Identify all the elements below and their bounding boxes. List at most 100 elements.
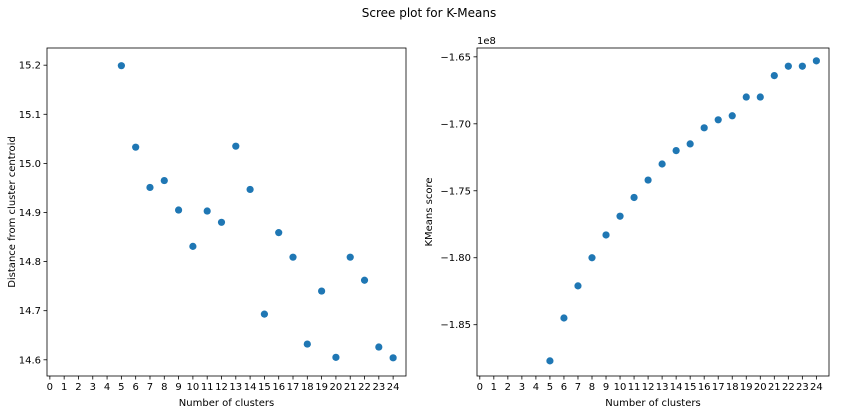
right-y-tick-label: −1.85 xyxy=(440,320,471,331)
right-x-tick-label: 20 xyxy=(754,382,767,393)
left-x-tick-label: 24 xyxy=(387,382,400,393)
left-x-tick-label: 0 xyxy=(47,382,53,393)
right-data-point xyxy=(756,93,764,101)
right-x-tick-label: 23 xyxy=(796,382,809,393)
right-x-axis-title: Number of clusters xyxy=(605,398,700,409)
right-x-tick-label: 17 xyxy=(712,382,725,393)
left-data-point xyxy=(217,218,226,226)
left-y-tick-label: 15.1 xyxy=(19,110,41,121)
left-data-point xyxy=(260,310,269,318)
right-data-point xyxy=(630,193,638,202)
right-y-axis-title: KMeans score xyxy=(424,177,435,246)
left-x-tick-label: 19 xyxy=(315,382,328,393)
left-data-point xyxy=(232,142,240,150)
left-x-tick-label: 12 xyxy=(215,382,228,393)
left-x-tick-label: 10 xyxy=(187,382,200,393)
right-x-tick-label: 21 xyxy=(768,382,781,393)
right-x-tick-label: 19 xyxy=(740,382,753,393)
left-data-point xyxy=(203,207,211,215)
left-y-tick-label: 14.6 xyxy=(19,355,41,366)
left-x-tick-label: 13 xyxy=(229,382,242,393)
right-x-tick-label: 3 xyxy=(519,382,525,393)
left-x-tick-label: 7 xyxy=(147,382,153,393)
left-data-point xyxy=(332,353,340,361)
left-data-point xyxy=(360,276,369,284)
right-x-tick-label: 1 xyxy=(491,382,497,393)
left-x-tick-label: 15 xyxy=(258,382,271,393)
right-y-tick-label: −1.75 xyxy=(440,186,471,197)
right-data-point xyxy=(728,112,736,120)
left-data-point xyxy=(160,176,168,185)
right-data-point xyxy=(602,231,610,239)
left-x-tick-label: 5 xyxy=(118,382,124,393)
left-data-point xyxy=(375,343,383,351)
left-x-tick-label: 1 xyxy=(61,382,67,393)
left-x-tick-label: 20 xyxy=(330,382,343,393)
left-data-point xyxy=(346,253,354,261)
left-x-tick-label: 14 xyxy=(244,382,257,393)
left-x-tick-label: 4 xyxy=(104,382,110,393)
right-x-tick-label: 12 xyxy=(642,382,655,393)
left-axes-frame xyxy=(46,47,407,377)
left-data-point xyxy=(146,183,154,192)
right-x-tick-label: 7 xyxy=(575,382,581,393)
right-data-point xyxy=(742,93,750,101)
right-data-point xyxy=(588,254,596,262)
right-y-tick-label: −1.70 xyxy=(440,119,471,130)
left-x-tick-label: 6 xyxy=(132,382,138,393)
right-x-tick-label: 9 xyxy=(603,382,609,393)
left-scatter-plot: 0 1 2 3 4 5 6 7 8 9 10 11 12 13 14 15 16 17 18 19 20 21 22 23 24… xyxy=(7,47,407,409)
right-y-tick-label: −1.65 xyxy=(440,52,471,63)
right-axes-frame xyxy=(476,47,830,377)
left-data-point xyxy=(289,253,297,261)
right-data-point xyxy=(686,140,694,148)
right-x-tick-label: 16 xyxy=(698,382,711,393)
left-x-axis-title: Number of clusters xyxy=(179,398,274,409)
right-data-point xyxy=(672,146,680,155)
left-x-tick-label: 16 xyxy=(272,382,285,393)
left-data-point xyxy=(174,206,183,214)
right-data-point xyxy=(658,160,666,168)
right-x-tick-label: 11 xyxy=(628,382,641,393)
right-data-point xyxy=(798,62,806,70)
right-x-tick-label: 14 xyxy=(670,382,683,393)
left-x-tick-label: 3 xyxy=(90,382,96,393)
left-x-tick-label: 21 xyxy=(344,382,357,393)
right-x-tick-label: 0 xyxy=(477,382,483,393)
right-x-tick-label: 10 xyxy=(614,382,627,393)
right-data-point xyxy=(714,116,722,124)
left-x-tick-label: 18 xyxy=(301,382,314,393)
left-data-point xyxy=(189,242,197,250)
left-x-tick-label: 9 xyxy=(175,382,181,393)
left-x-tick-label: 22 xyxy=(358,382,371,393)
right-x-tick-label: 15 xyxy=(684,382,697,393)
right-x-tick-label: 2 xyxy=(505,382,511,393)
right-x-tick-label: 24 xyxy=(810,382,823,393)
left-y-tick-label: 14.7 xyxy=(19,306,41,317)
figure-title: Scree plot for K-Means xyxy=(362,6,496,20)
left-data-point xyxy=(132,143,140,151)
right-x-tick-label: 6 xyxy=(561,382,567,393)
right-x-tick-label: 13 xyxy=(656,382,669,393)
left-data-point xyxy=(318,287,326,295)
left-y-axis-title: Distance from cluster centroid xyxy=(7,136,18,288)
left-x-tick-label: 11 xyxy=(201,382,214,393)
right-x-tick-label: 5 xyxy=(547,382,553,393)
left-y-tick-label: 15.2 xyxy=(19,61,41,72)
left-data-point xyxy=(275,229,283,237)
right-y-tick-label: −1.80 xyxy=(440,253,471,264)
right-x-tick-label: 18 xyxy=(726,382,739,393)
right-data-point xyxy=(700,124,708,132)
right-data-point xyxy=(812,57,820,65)
left-y-tick-label: 14.8 xyxy=(19,257,41,268)
right-data-point xyxy=(560,314,568,322)
left-x-tick-label: 17 xyxy=(287,382,300,393)
right-x-tick-label: 22 xyxy=(782,382,795,393)
right-y-offset-label: 1e8 xyxy=(477,36,496,47)
right-data-point xyxy=(644,176,652,184)
right-scatter-plot: 0 1 2 3 4 5 6 7 8 9 10 11 12 13 14 15 16 17 18 19 20 21 22 23 24… xyxy=(424,36,830,409)
right-data-point xyxy=(770,71,778,80)
right-data-point xyxy=(546,357,554,365)
